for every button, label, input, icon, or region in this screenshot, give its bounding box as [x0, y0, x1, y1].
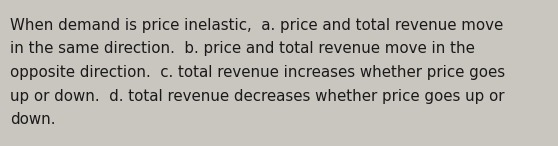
Text: in the same direction.  b. price and total revenue move in the: in the same direction. b. price and tota… — [10, 41, 475, 57]
Text: opposite direction.  c. total revenue increases whether price goes: opposite direction. c. total revenue inc… — [10, 65, 505, 80]
Text: When demand is price inelastic,  a. price and total revenue move: When demand is price inelastic, a. price… — [10, 18, 503, 33]
Text: up or down.  d. total revenue decreases whether price goes up or: up or down. d. total revenue decreases w… — [10, 88, 504, 104]
Text: down.: down. — [10, 112, 55, 127]
